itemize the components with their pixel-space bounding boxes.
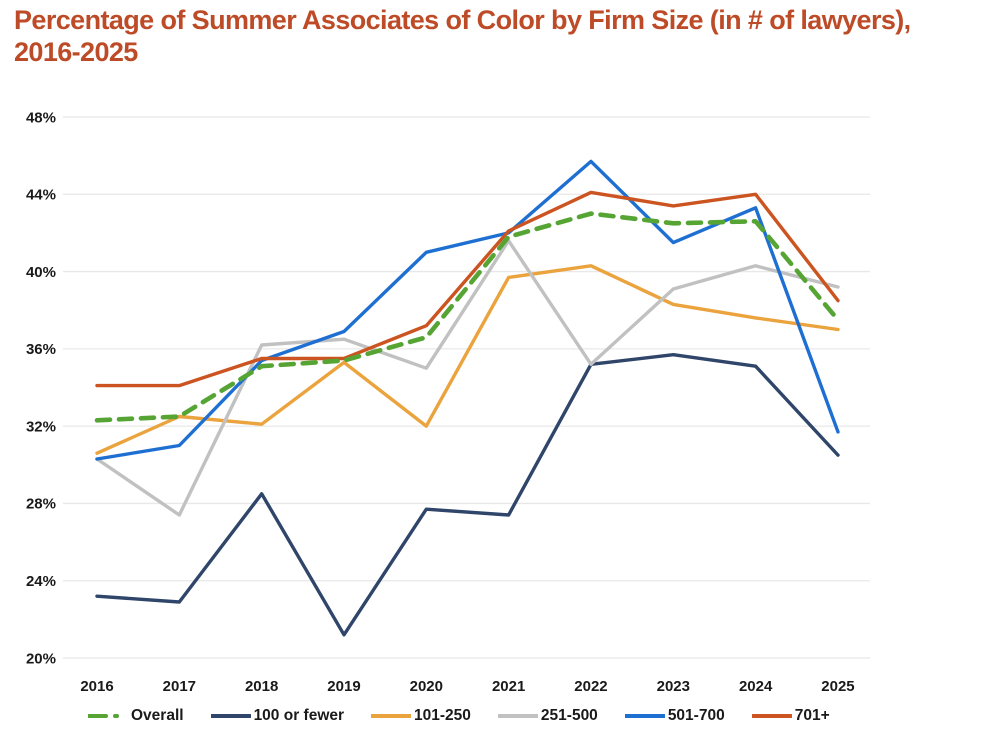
chart-legend: Overall 100 or fewer 101-250 251-500 501-700… xyxy=(88,703,830,729)
y-axis-tick-label: 28% xyxy=(26,496,56,513)
x-axis-tick-label: 2021 xyxy=(492,678,525,695)
legend-line-swatch xyxy=(210,714,251,718)
legend-line-swatch xyxy=(497,714,538,718)
series-line-101-250 xyxy=(95,264,840,455)
legend-label: Overall xyxy=(131,707,184,724)
x-axis-tick-label: 2024 xyxy=(739,678,773,695)
series-line-701- xyxy=(95,190,840,388)
legend-line-swatch xyxy=(371,714,412,718)
x-axis-tick-label: 2017 xyxy=(163,678,196,695)
x-axis-tick-label: 2018 xyxy=(245,678,278,695)
series-line-100-or-fewer xyxy=(95,353,840,637)
chart-title-line1: Percentage of Summer Associates of Color… xyxy=(14,5,911,35)
x-axis-tick-label: 2019 xyxy=(327,678,360,695)
x-axis-tick-label: 2016 xyxy=(80,678,113,695)
y-axis-tick-label: 40% xyxy=(26,264,56,281)
legend-item-101-250: 101-250 xyxy=(371,707,471,725)
legend-item-100-or-fewer: 100 or fewer xyxy=(210,707,345,725)
legend-label: 701+ xyxy=(794,707,830,724)
y-axis-tick-label: 36% xyxy=(26,341,56,358)
y-axis-tick-label: 32% xyxy=(26,418,56,435)
x-axis-tick-label: 2025 xyxy=(821,678,854,695)
y-axis-tick-label: 44% xyxy=(26,187,56,204)
series-line-501-700 xyxy=(95,159,840,461)
series-line-251-500 xyxy=(95,238,840,517)
x-axis-tick-label: 2020 xyxy=(410,678,443,695)
chart-title: Percentage of Summer Associates of Color… xyxy=(14,4,911,68)
chart-title-line2: 2016-2025 xyxy=(14,37,138,67)
legend-line-swatch xyxy=(751,714,792,718)
legend-line-swatch xyxy=(88,714,128,718)
x-axis-tick-label: 2022 xyxy=(574,678,607,695)
y-axis-tick-label: 48% xyxy=(26,109,56,126)
legend-label: 100 or fewer xyxy=(253,707,345,724)
y-axis-tick-label: 20% xyxy=(26,650,56,667)
legend-label: 501-700 xyxy=(667,707,725,724)
legend-label: 251-500 xyxy=(540,707,598,724)
legend-item-701-: 701+ xyxy=(751,707,830,725)
legend-label: 101-250 xyxy=(414,707,471,724)
x-axis-tick-label: 2023 xyxy=(657,678,690,695)
y-axis-tick-label: 24% xyxy=(26,573,56,590)
legend-item-251-500: 251-500 xyxy=(497,707,598,725)
legend-item-overall: Overall xyxy=(88,707,184,725)
legend-line-swatch xyxy=(624,714,665,718)
legend-item-501-700: 501-700 xyxy=(624,707,725,725)
series-line-overall xyxy=(94,211,841,423)
